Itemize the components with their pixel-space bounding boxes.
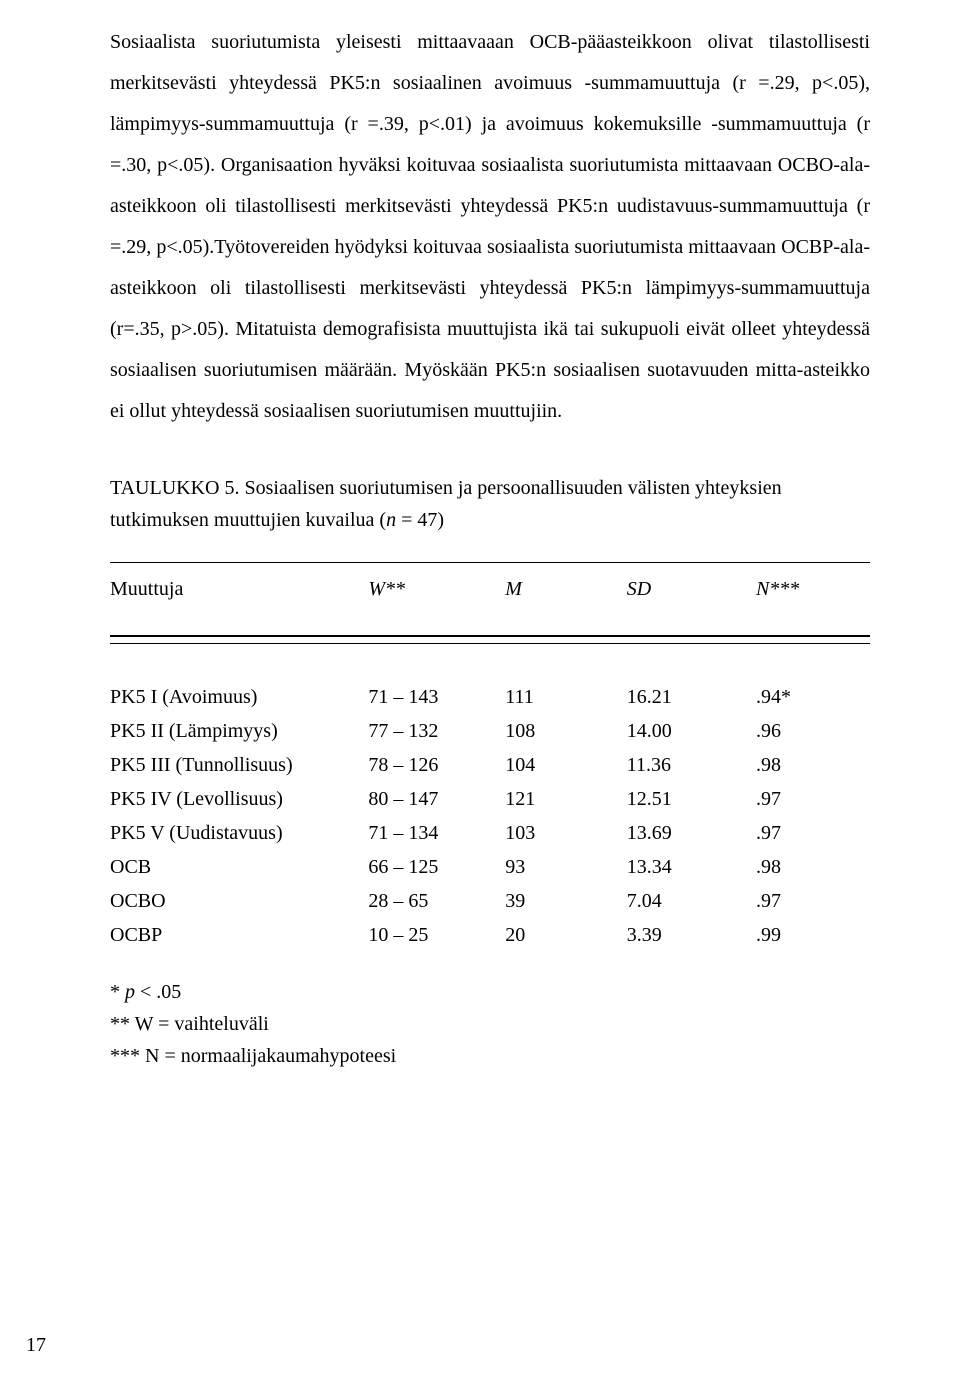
table-footnotes: * p < .05 ** W = vaihteluväli *** N = no… [110,976,870,1072]
cell-w: 71 – 143 [368,680,505,714]
table-row: PK5 I (Avoimuus) 71 – 143 111 16.21 .94* [110,680,870,714]
cell-var: OCB [110,850,368,884]
cell-m: 20 [505,918,627,952]
cell-var: PK5 IV (Levollisuus) [110,782,368,816]
table-row: OCB 66 – 125 93 13.34 .98 [110,850,870,884]
cell-n: .94* [756,680,870,714]
cell-var: OCBP [110,918,368,952]
footnote-line: ** W = vaihteluväli [110,1008,870,1040]
caption-n-italic: n [386,509,396,531]
cell-m: 103 [505,816,627,850]
cell-sd: 3.39 [627,918,756,952]
caption-suffix: = 47) [396,509,444,531]
cell-sd: 13.34 [627,850,756,884]
cell-w: 66 – 125 [368,850,505,884]
cell-sd: 7.04 [627,884,756,918]
table-row: OCBO 28 – 65 39 7.04 .97 [110,884,870,918]
page: Sosiaalista suoriutumista yleisesti mitt… [0,0,960,1377]
footnote-line: *** N = normaalijakaumahypoteesi [110,1040,870,1072]
cell-sd: 12.51 [627,782,756,816]
cell-var: OCBO [110,884,368,918]
cell-sd: 11.36 [627,748,756,782]
caption-text: TAULUKKO 5. Sosiaalisen suoriutumisen ja… [110,477,782,531]
cell-w: 71 – 134 [368,816,505,850]
cell-w: 78 – 126 [368,748,505,782]
cell-m: 121 [505,782,627,816]
table-row: PK5 II (Lämpimyys) 77 – 132 108 14.00 .9… [110,714,870,748]
cell-sd: 14.00 [627,714,756,748]
body-paragraph: Sosiaalista suoriutumista yleisesti mitt… [110,22,870,432]
table-caption: TAULUKKO 5. Sosiaalisen suoriutumisen ja… [110,472,870,536]
col-m: M [505,563,627,637]
footnote-p: p [125,981,135,1003]
table-header-row: Muuttuja W** M SD N*** [110,563,870,637]
cell-n: .98 [756,748,870,782]
cell-m: 104 [505,748,627,782]
cell-w: 28 – 65 [368,884,505,918]
cell-m: 93 [505,850,627,884]
table-row: PK5 V (Uudistavuus) 71 – 134 103 13.69 .… [110,816,870,850]
cell-w: 77 – 132 [368,714,505,748]
cell-w: 10 – 25 [368,918,505,952]
cell-var: PK5 I (Avoimuus) [110,680,368,714]
col-sd: SD [627,563,756,637]
footnote-star: * [110,981,125,1003]
cell-n: .97 [756,816,870,850]
cell-m: 39 [505,884,627,918]
cell-w: 80 – 147 [368,782,505,816]
cell-m: 108 [505,714,627,748]
cell-n: .97 [756,884,870,918]
cell-var: PK5 III (Tunnollisuus) [110,748,368,782]
footnote-line: * p < .05 [110,976,870,1008]
cell-var: PK5 II (Lämpimyys) [110,714,368,748]
table-row: OCBP 10 – 25 20 3.39 .99 [110,918,870,952]
cell-sd: 13.69 [627,816,756,850]
cell-n: .98 [756,850,870,884]
page-number: 17 [26,1334,46,1357]
cell-var: PK5 V (Uudistavuus) [110,816,368,850]
table-spacer [110,644,870,681]
cell-n: .96 [756,714,870,748]
cell-n: .99 [756,918,870,952]
col-variable: Muuttuja [110,563,368,637]
results-table: Muuttuja W** M SD N*** PK5 I (Avoimuus) … [110,562,870,952]
cell-sd: 16.21 [627,680,756,714]
cell-m: 111 [505,680,627,714]
cell-n: .97 [756,782,870,816]
table-header-rule [110,636,870,644]
col-w: W** [368,563,505,637]
col-n: N*** [756,563,870,637]
table-row: PK5 IV (Levollisuus) 80 – 147 121 12.51 … [110,782,870,816]
table-row: PK5 III (Tunnollisuus) 78 – 126 104 11.3… [110,748,870,782]
footnote-rest: < .05 [135,981,181,1003]
